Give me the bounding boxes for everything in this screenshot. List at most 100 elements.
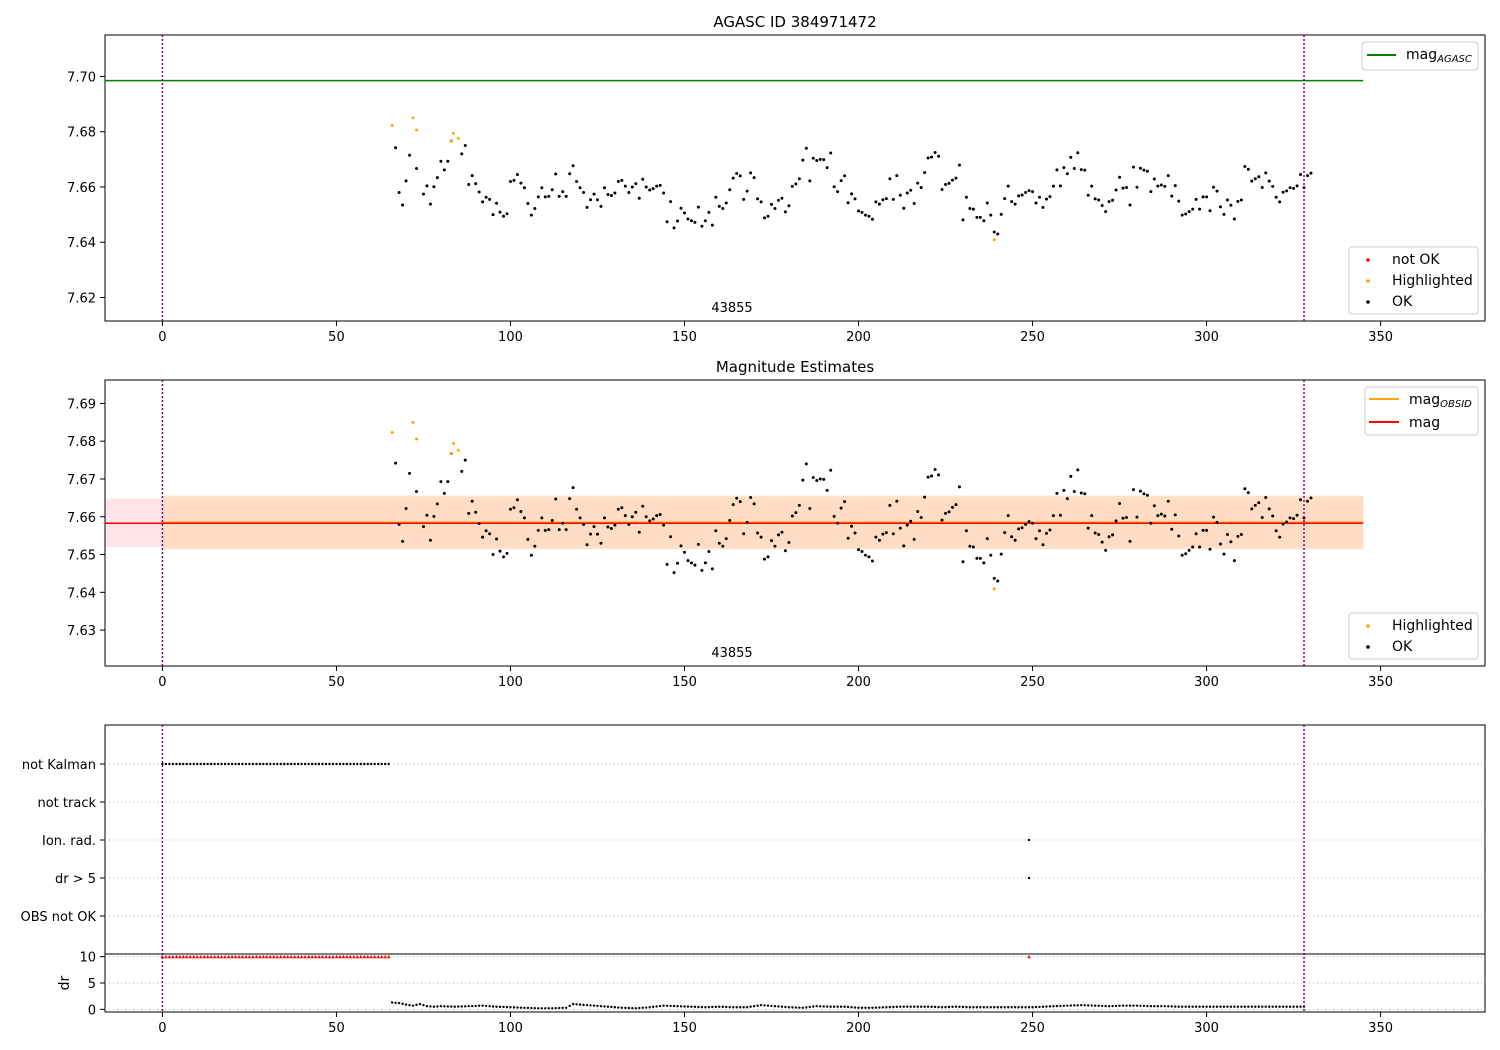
dr-point	[561, 1006, 564, 1010]
dr-point	[853, 1006, 857, 1009]
ok-point	[971, 207, 975, 211]
panel2-legend-points: Highlighted OK	[1348, 612, 1479, 660]
ok-point	[1215, 520, 1219, 524]
ok-point	[863, 553, 867, 557]
dr-point	[805, 1006, 808, 1009]
dr-point	[1080, 1003, 1083, 1007]
ok-point	[1107, 535, 1111, 539]
ok-point	[870, 217, 874, 221]
ok-point	[519, 509, 523, 513]
not-kalman-point	[321, 762, 324, 766]
dr-point	[1205, 1005, 1208, 1008]
dr-point	[481, 1004, 484, 1007]
ok-point	[575, 179, 579, 183]
ok-point	[1125, 186, 1129, 190]
ok-point	[1118, 502, 1122, 506]
dr-point	[1174, 1005, 1177, 1008]
ok-point	[1024, 191, 1028, 195]
ok-point	[578, 516, 582, 520]
ok-point	[1250, 507, 1254, 511]
y-tick-label: 7.69	[67, 397, 96, 412]
ok-point	[1111, 533, 1115, 537]
ok-point	[752, 502, 756, 506]
x-tick-label: 150	[672, 330, 697, 345]
ok-point	[439, 480, 443, 484]
ok-point	[804, 462, 808, 466]
ok-point	[575, 507, 579, 511]
not-kalman-point	[387, 762, 390, 766]
ok-point	[1239, 198, 1243, 202]
dr-point	[1299, 1005, 1302, 1008]
ok-point	[1243, 487, 1247, 491]
ok-point	[609, 526, 613, 530]
ok-point	[1281, 522, 1285, 526]
ok-point	[616, 179, 620, 183]
x-tick-label: 350	[1368, 675, 1393, 690]
ok-point	[1125, 516, 1129, 520]
ok-point	[881, 198, 885, 202]
ok-point	[895, 499, 899, 503]
dr-point	[926, 1005, 930, 1008]
ok-point	[919, 516, 923, 520]
ok-point	[1243, 165, 1247, 169]
not-kalman-point	[342, 762, 345, 766]
dr-point	[909, 1005, 912, 1008]
dr-point	[923, 1005, 926, 1008]
dr-point	[1062, 1004, 1066, 1008]
ok-point	[679, 544, 683, 548]
ok-point	[717, 541, 721, 545]
clipped-dr-marker	[296, 954, 300, 959]
ok-point	[435, 502, 439, 506]
ok-point	[634, 510, 638, 514]
ok-point	[658, 512, 662, 516]
not-kalman-point	[272, 762, 276, 766]
dr-point	[732, 1006, 735, 1009]
ok-point	[696, 205, 700, 209]
dr-point	[819, 1005, 822, 1008]
clipped-dr-marker	[247, 954, 252, 959]
ok-point	[1145, 493, 1149, 497]
y-tick-label: 7.70	[67, 70, 96, 85]
ok-point	[738, 500, 742, 504]
ok-point	[780, 530, 784, 534]
dr-point	[519, 1006, 523, 1009]
ok-point	[1072, 166, 1076, 170]
dr-point	[892, 1005, 895, 1009]
dr-point	[1125, 1004, 1128, 1007]
dr-point	[1034, 1005, 1038, 1009]
dr-point	[825, 1005, 829, 1008]
ok-point	[982, 219, 986, 223]
ok-point	[1267, 507, 1271, 511]
panel1-frame	[104, 34, 1486, 322]
dr-point	[599, 1005, 603, 1008]
dr-point	[1257, 1005, 1260, 1008]
ok-point	[770, 539, 774, 543]
ok-point	[1152, 177, 1156, 181]
ok-point	[515, 173, 519, 177]
not-kalman-point	[366, 762, 369, 766]
clipped-dr-marker	[362, 954, 367, 959]
legend-ok-marker	[1366, 645, 1370, 649]
dr-point	[411, 1004, 415, 1007]
ok-point	[780, 196, 784, 200]
clipped-dr-marker	[254, 954, 259, 959]
dr-point	[495, 1005, 498, 1008]
ok-point	[710, 567, 714, 571]
not-kalman-point	[345, 762, 349, 766]
ok-point	[1201, 528, 1205, 532]
ok-point	[599, 204, 603, 208]
clipped-dr-marker	[355, 954, 360, 959]
ok-point	[1017, 194, 1021, 198]
dr-point	[940, 1006, 944, 1009]
ok-point	[474, 182, 478, 186]
dr-point	[470, 1004, 474, 1008]
ok-point	[923, 171, 927, 175]
not-kalman-point	[192, 762, 195, 766]
dr-point	[874, 1006, 878, 1009]
dr-point	[460, 1005, 463, 1008]
x-tick-label: 250	[1020, 675, 1045, 690]
ok-point	[776, 533, 780, 537]
highlighted-point	[415, 437, 419, 441]
ok-point	[1145, 169, 1149, 173]
